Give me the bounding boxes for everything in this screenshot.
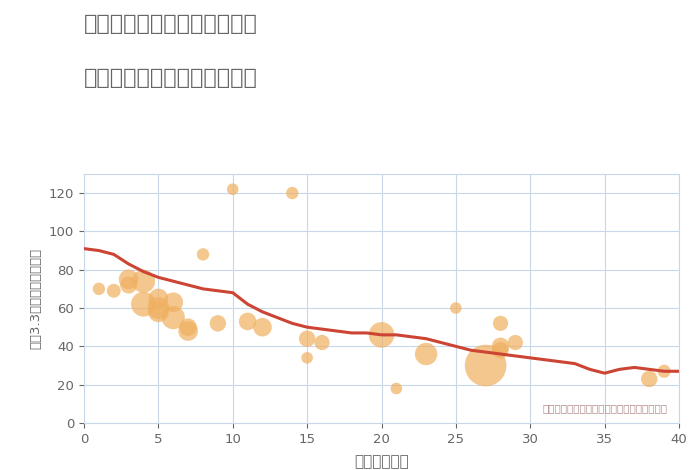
- Point: [376, 331, 387, 338]
- Point: [197, 251, 209, 258]
- Point: [495, 320, 506, 327]
- Point: [123, 281, 134, 289]
- Point: [287, 189, 298, 197]
- Point: [257, 323, 268, 331]
- Point: [123, 275, 134, 283]
- Point: [495, 343, 506, 350]
- Point: [153, 295, 164, 302]
- Point: [302, 354, 313, 361]
- Point: [108, 287, 119, 295]
- Point: [302, 335, 313, 343]
- Point: [421, 350, 432, 358]
- Point: [168, 314, 179, 321]
- Point: [153, 304, 164, 312]
- Point: [242, 318, 253, 325]
- Point: [138, 300, 149, 308]
- Point: [644, 375, 655, 383]
- Point: [93, 285, 104, 293]
- Point: [227, 186, 238, 193]
- Point: [212, 320, 223, 327]
- Y-axis label: 坪（3.3㎡）単価（万円）: 坪（3.3㎡）単価（万円）: [29, 248, 42, 349]
- Point: [168, 298, 179, 306]
- Point: [391, 385, 402, 392]
- Text: 円の大きさは、取引のあった物件面積を示す: 円の大きさは、取引のあった物件面積を示す: [542, 403, 667, 413]
- X-axis label: 築年数（年）: 築年数（年）: [354, 454, 409, 469]
- Point: [153, 308, 164, 316]
- Point: [450, 304, 461, 312]
- Point: [495, 346, 506, 354]
- Point: [138, 277, 149, 285]
- Point: [183, 323, 194, 331]
- Text: 岐阜県郡上市白鳥町二日町の: 岐阜県郡上市白鳥町二日町の: [84, 14, 258, 34]
- Point: [659, 368, 670, 375]
- Point: [183, 327, 194, 335]
- Point: [510, 339, 521, 346]
- Point: [480, 362, 491, 369]
- Text: 築年数別中古マンション価格: 築年数別中古マンション価格: [84, 68, 258, 88]
- Point: [316, 339, 328, 346]
